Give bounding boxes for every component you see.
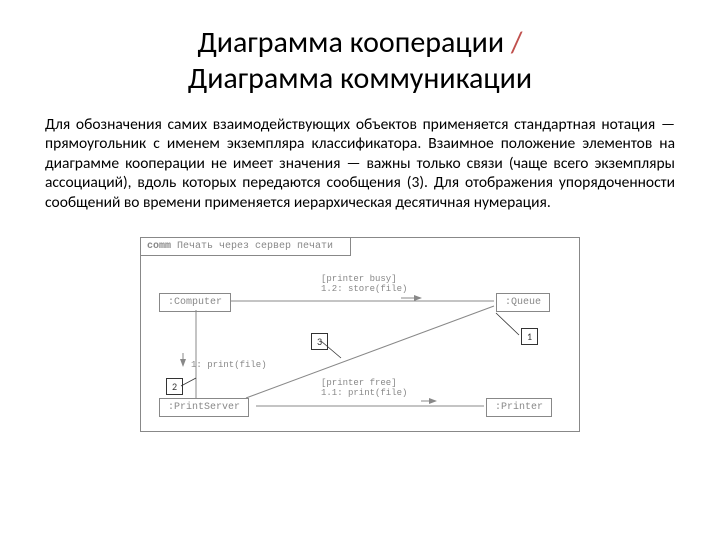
callout-1: 1 (521, 328, 538, 345)
node-queue: :Queue (496, 293, 550, 312)
header-title: Печать через сервер печати (177, 241, 333, 252)
header-type: comm (147, 241, 171, 252)
callout-3: 3 (311, 333, 328, 350)
body-paragraph: Для обозначения самих взаимодействующих … (45, 115, 675, 212)
msg1-text: 1.2: store(file) (321, 284, 407, 294)
msg1-guard: [printer busy] (321, 274, 397, 284)
callout-2: 2 (166, 378, 183, 395)
diagram-header: comm Печать через сервер печати (141, 238, 351, 256)
node-printserver: :PrintServer (159, 398, 249, 417)
uml-diagram: comm Печать через сервер печати :Compute… (140, 237, 580, 432)
title-line2: Диаграмма коммуникации (188, 60, 532, 97)
page-title: Диаграмма кооперации / Диаграмма коммуни… (45, 25, 675, 97)
node-printer: :Printer (486, 398, 552, 417)
msg3-guard: [printer free] (321, 378, 397, 388)
title-line1: Диаграмма кооперации (197, 24, 504, 61)
msg2-text: 1: print(file) (191, 360, 267, 370)
node-computer: :Computer (159, 293, 231, 312)
title-slash: / (511, 24, 523, 61)
msg3-text: 1.1: print(file) (321, 388, 407, 398)
